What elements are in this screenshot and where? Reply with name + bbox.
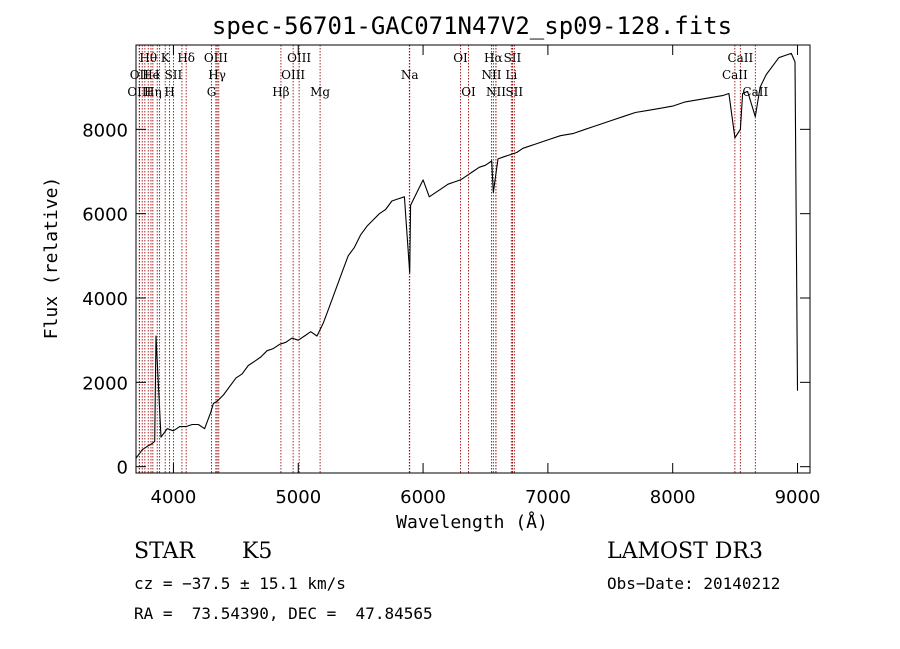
spectral-line-label: Na [401, 68, 419, 82]
x-tick-label: 9000 [775, 487, 821, 508]
spectral-line-label: NII [481, 68, 501, 82]
x-tick-label: 7000 [525, 487, 571, 508]
chart-title: spec-56701-GAC071N47V2_sp09-128.fits [212, 12, 732, 40]
spectral-line-label: I [155, 68, 160, 82]
spectral-line-label: OII [130, 68, 150, 82]
y-tick-label: 8000 [82, 120, 128, 141]
spectral-line-label: Hθ [139, 51, 157, 65]
spectral-line-label: Mg [310, 85, 330, 99]
x-tick-label: 5000 [275, 487, 321, 508]
spectral-line-label: Hβ [272, 85, 289, 99]
spectral-line-label: CaII [727, 51, 753, 65]
spectral-line-label: Hη [144, 85, 162, 99]
spectral-line-label: Li [505, 68, 517, 82]
spectral-line-label: OIII [204, 51, 228, 65]
x-tick-label: 8000 [650, 487, 696, 508]
spectral-line-label: OIII [281, 68, 305, 82]
plot-frame [135, 44, 811, 474]
object-class: STAR [134, 539, 195, 564]
y-axis-label: Flux (relative) [41, 177, 62, 340]
spectrum-series [135, 52, 799, 459]
x-axis-label: Wavelength (Å) [396, 511, 548, 533]
spectral-line-label: NII [486, 85, 506, 99]
spectral-line-label: SII [504, 51, 522, 65]
spectral-line-label: He [142, 68, 160, 82]
spectral-line-label: K [161, 51, 171, 65]
x-tick-label: 6000 [400, 487, 446, 508]
spectral-line-label: Hα [484, 51, 503, 65]
survey-name: LAMOST DR3 [607, 539, 763, 564]
spectral-line-label: OI [461, 85, 476, 99]
spectral-line-label: OIII [127, 85, 151, 99]
x-tick-label: 4000 [151, 487, 197, 508]
spectral-line-label: Hδ [177, 51, 195, 65]
object-subclass: K5 [242, 539, 273, 564]
spectral-line-label: G [207, 85, 217, 99]
y-tick-label: 0 [117, 458, 128, 479]
observation-date: Obs−Date: 20140212 [607, 574, 781, 593]
spectral-line-labels: Hθ OII OIII He Hη KI SII H Hδ OIII Hγ G Hβ OIII OIII Mg… [127, 51, 768, 99]
redshift-cz: cz = −37.5 ± 15.1 km/s [134, 574, 346, 593]
spectrum-line [135, 52, 799, 459]
y-tick-label: 6000 [82, 205, 128, 226]
spectral-line-label: SII [165, 68, 183, 82]
spectral-line-label: OIII [287, 51, 311, 65]
y-tick-label: 4000 [82, 289, 128, 310]
spectral-line-label: H [164, 85, 174, 99]
spectral-line-label: CaII [722, 68, 748, 82]
spectral-line-label: SII [505, 85, 523, 99]
y-axis: 0 2000 4000 6000 8000 [82, 120, 810, 479]
y-tick-label: 2000 [82, 373, 128, 394]
spectral-line-label: Hγ [208, 68, 226, 82]
spectral-line-label: OI [453, 51, 468, 65]
x-axis: 4000 5000 6000 7000 8000 9000 [151, 45, 821, 508]
coordinates: RA = 73.54390, DEC = 47.84565 [134, 604, 433, 623]
spectral-line-markers [138, 45, 756, 473]
